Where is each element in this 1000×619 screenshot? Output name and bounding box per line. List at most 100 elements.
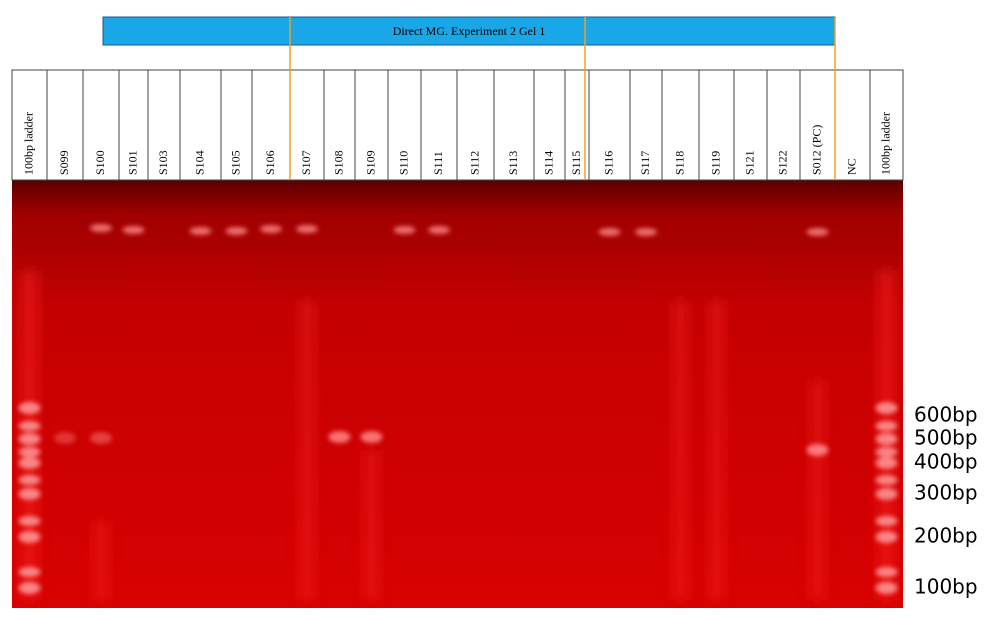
banner [102, 16, 836, 46]
size-marker: 100bp [914, 575, 978, 599]
lane-label: S110 [396, 151, 410, 175]
band [875, 516, 898, 526]
lane-box [118, 69, 149, 181]
band [875, 488, 898, 500]
lane-box [354, 69, 389, 181]
lane-box [661, 69, 700, 181]
band [260, 225, 282, 233]
lane-label: NC [844, 158, 858, 175]
lane-label: S106 [263, 150, 277, 175]
lane-box [869, 69, 904, 181]
band [18, 516, 41, 526]
smear [363, 450, 380, 600]
lane-box [420, 69, 458, 181]
lane-label: S119 [708, 151, 722, 175]
lane-label: S117 [638, 151, 652, 175]
band [18, 433, 41, 445]
lane-label: S104 [192, 150, 206, 175]
band [18, 582, 41, 594]
lane-box [147, 69, 181, 181]
band [18, 531, 41, 543]
banner-text: Direct MG. Experiment 2 Gel 1 [393, 24, 546, 38]
band [18, 475, 41, 485]
band [875, 457, 898, 469]
size-marker: 600bp [914, 403, 978, 427]
lane-label: S100 [93, 150, 107, 175]
band [806, 228, 829, 236]
lane-label: S118 [672, 151, 686, 175]
lane-box [629, 69, 663, 181]
lane-label: S115 [569, 151, 583, 175]
lane-labels: 100bp ladder S099 S100 S101 S103 S104 S105 S106… [11, 69, 904, 181]
band [18, 402, 41, 414]
bands [18, 224, 898, 594]
lane-label: S111 [431, 151, 445, 175]
band [875, 402, 898, 414]
band [122, 226, 145, 234]
lane-box [179, 69, 222, 181]
lane-label: 100bp ladder [21, 112, 35, 175]
band [393, 226, 416, 234]
lane-box [834, 69, 871, 181]
lane-label: S112 [467, 151, 481, 175]
band [328, 431, 351, 443]
band [18, 567, 41, 577]
lane-box [698, 69, 735, 181]
size-marker: 500bp [914, 426, 978, 450]
lane-label: S099 [57, 150, 71, 175]
band [875, 447, 898, 457]
lane-label: S103 [156, 150, 170, 175]
band [598, 228, 621, 236]
lane-label: S101 [125, 150, 139, 175]
lane-label: S122 [775, 150, 789, 175]
lane-label: S114 [541, 151, 555, 175]
band [635, 228, 657, 236]
band [18, 447, 41, 457]
lane-box [82, 69, 120, 181]
lane-label: S109 [363, 150, 377, 175]
band [875, 433, 898, 445]
lane-box [493, 69, 535, 181]
lane-box [387, 69, 422, 181]
band [875, 567, 898, 577]
lane-label: S116 [601, 151, 615, 175]
band [875, 531, 898, 543]
band [806, 444, 829, 456]
lane-label: S108 [331, 150, 345, 175]
band [428, 226, 450, 234]
band [875, 475, 898, 485]
smear [809, 380, 826, 600]
smear [708, 300, 725, 600]
lane-label: S107 [299, 150, 313, 175]
band [18, 488, 41, 500]
band [90, 224, 112, 232]
band [18, 457, 41, 469]
gel [12, 180, 903, 608]
size-marker: 200bp [914, 524, 978, 548]
lane-label: S012 (PC) [809, 125, 823, 175]
smear [299, 300, 315, 600]
smear [672, 300, 689, 600]
band [90, 432, 112, 444]
band [18, 421, 41, 431]
lane-box [766, 69, 801, 181]
lane-label: 100bp ladder [878, 112, 892, 175]
size-marker: 400bp [914, 450, 978, 474]
band [54, 432, 76, 444]
lane-box [220, 69, 253, 181]
smear [93, 520, 109, 600]
lane-label: S121 [742, 150, 756, 175]
band [360, 431, 383, 443]
band [875, 421, 898, 431]
lane-label: S113 [506, 151, 520, 175]
lane-box [251, 69, 291, 181]
band [296, 225, 318, 233]
lane-box [11, 69, 48, 181]
band [189, 227, 212, 235]
band [875, 582, 898, 594]
band [225, 227, 248, 235]
size-marker: 300bp [914, 481, 978, 505]
